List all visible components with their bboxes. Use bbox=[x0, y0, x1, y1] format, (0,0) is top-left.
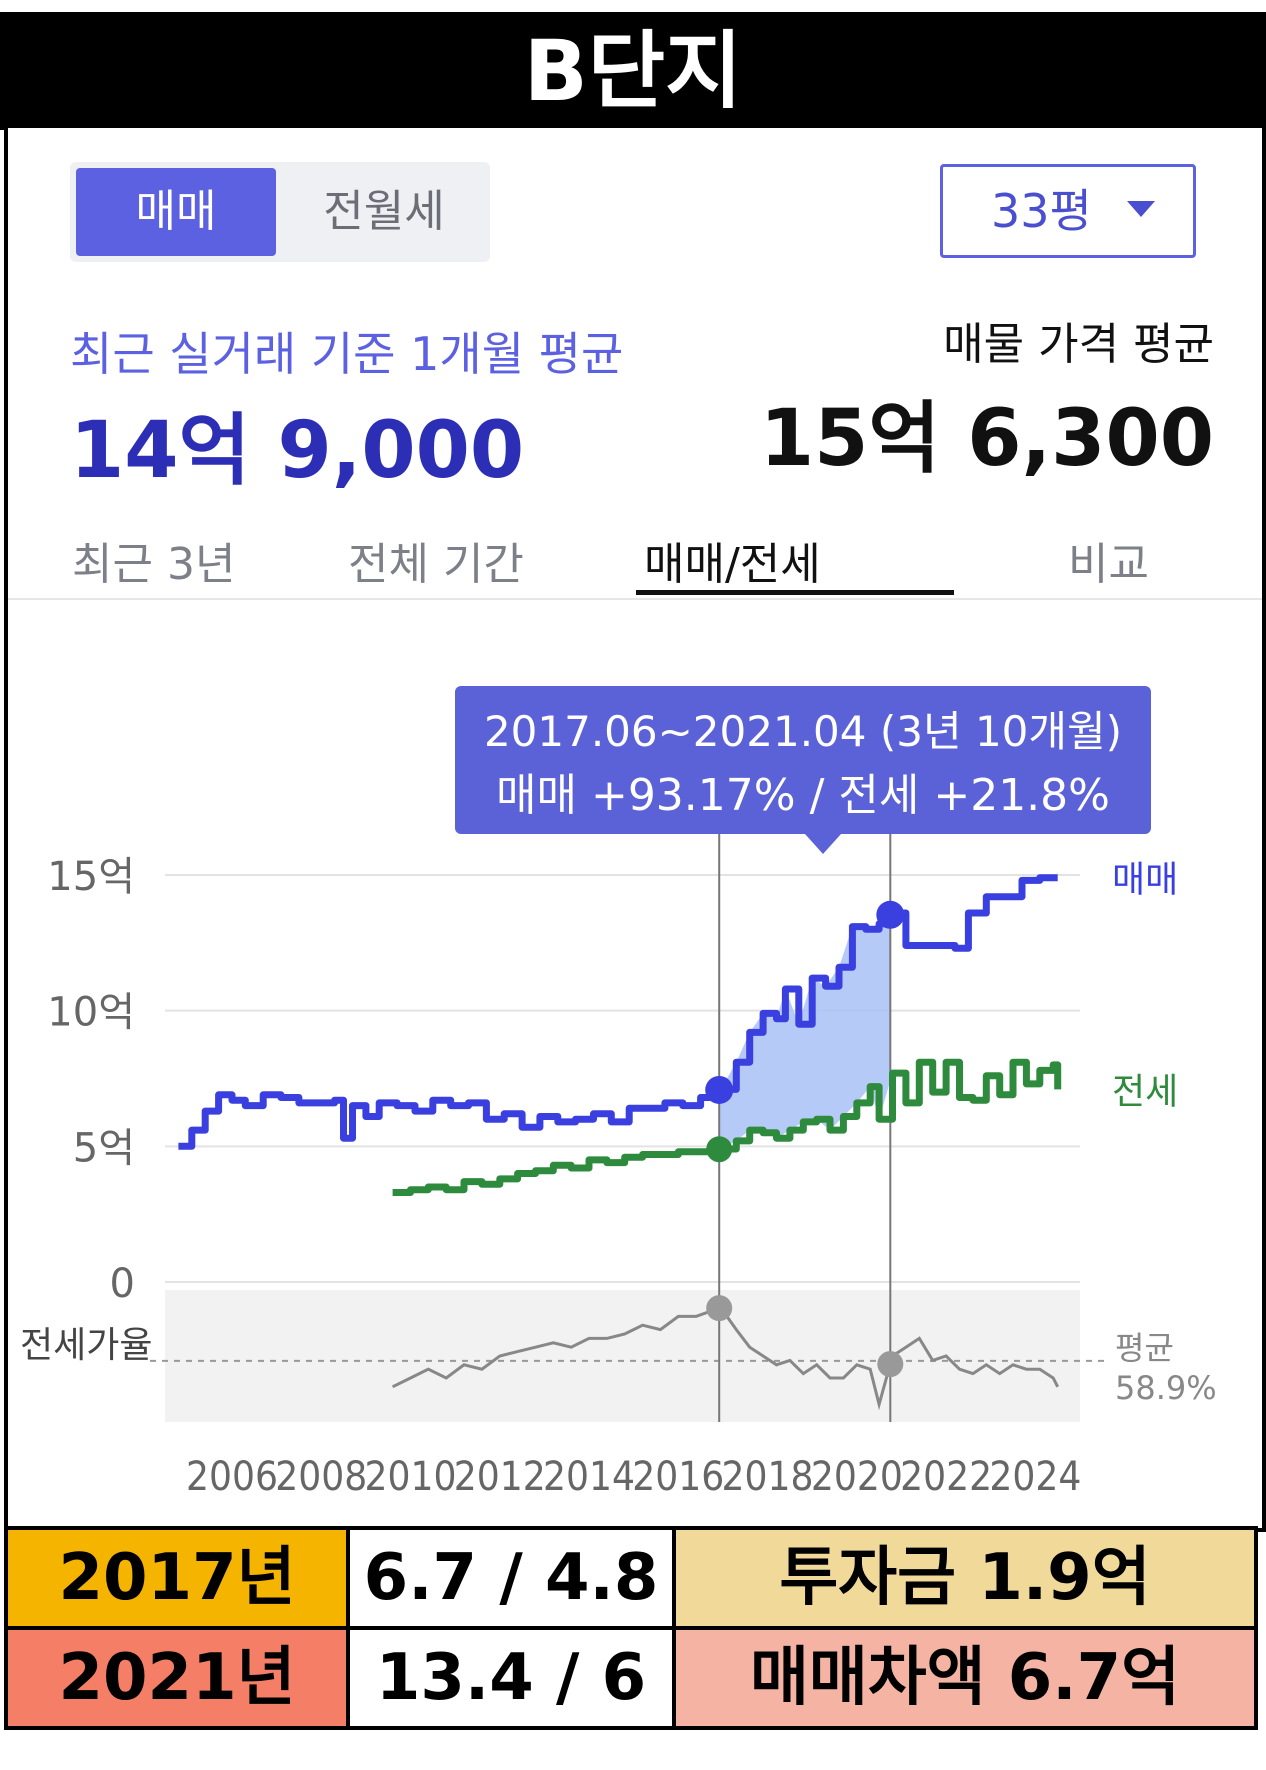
x-tick-label: 2008 bbox=[275, 1454, 367, 1500]
active-tab-indicator bbox=[636, 590, 954, 595]
listing-average-value: 15억 6,300 bbox=[759, 394, 1214, 484]
range-tooltip bbox=[455, 686, 1151, 834]
size-select-value: 33평 bbox=[991, 184, 1092, 238]
row-2021-prices: 13.4 / 6 bbox=[346, 1626, 676, 1730]
complex-title: B단지 bbox=[0, 12, 1266, 130]
y-tick-label: 10억 bbox=[47, 990, 135, 1036]
recent-average-label: 최근 실거래 기준 1개월 평균 bbox=[70, 327, 624, 381]
ratio-start-dot bbox=[706, 1295, 733, 1322]
jeonse-ratio-line bbox=[391, 1305, 1060, 1411]
sale-line bbox=[178, 874, 1058, 1150]
tab-divider bbox=[8, 598, 1262, 600]
x-tick-label: 2024 bbox=[989, 1454, 1081, 1500]
trade-rent-button[interactable]: 전월세 bbox=[323, 186, 445, 237]
x-tick-label: 2006 bbox=[186, 1454, 278, 1500]
row-2017-note: 투자금 1.9억 bbox=[672, 1526, 1258, 1630]
size-select[interactable]: 33평 bbox=[940, 164, 1196, 258]
x-tick-label: 2014 bbox=[543, 1454, 635, 1500]
sale-start-dot bbox=[705, 1075, 734, 1104]
gap-area bbox=[719, 914, 891, 1150]
tab-sale-jeonse[interactable]: 매매/전세 bbox=[644, 539, 821, 590]
tooltip-range-text: 2017.06~2021.04 (3년 10개월) bbox=[484, 707, 1122, 756]
jeonse-line bbox=[392, 1058, 1062, 1196]
chevron-down-icon bbox=[1127, 201, 1155, 217]
tab-recent-3y[interactable]: 최근 3년 bbox=[72, 539, 236, 590]
y-tick-label: 0 bbox=[110, 1261, 135, 1307]
summary-table: 2017년 6.7 / 4.8 투자금 1.9억 2021년 13.4 / 6 … bbox=[4, 1526, 1258, 1756]
jeonse-start-dot bbox=[706, 1136, 733, 1163]
y-tick-label: 15억 bbox=[47, 854, 135, 900]
x-tick-label: 2016 bbox=[632, 1454, 724, 1500]
ratio-average-label: 평균 bbox=[1115, 1329, 1174, 1367]
recent-average-value: 14억 9,000 bbox=[70, 406, 525, 496]
y-tick-label: 5억 bbox=[73, 1125, 135, 1171]
ratio-average-value: 58.9% bbox=[1115, 1369, 1217, 1407]
x-tick-label: 2020 bbox=[811, 1454, 903, 1500]
ratio-panel-label: 전세가율 bbox=[20, 1325, 152, 1366]
sale-end-dot bbox=[876, 900, 905, 929]
tooltip-change-text: 매매 +93.17% / 전세 +21.8% bbox=[496, 770, 1110, 821]
x-tick-label: 2010 bbox=[364, 1454, 456, 1500]
sale-series-label: 매매 bbox=[1112, 860, 1178, 901]
tooltip-pointer bbox=[805, 834, 841, 854]
trade-sale-button[interactable]: 매매 bbox=[76, 168, 276, 256]
ratio-panel-bg bbox=[165, 1290, 1080, 1422]
x-tick-label: 2022 bbox=[900, 1454, 992, 1500]
row-2021-year: 2021년 bbox=[4, 1626, 350, 1730]
row-2021-note: 매매차액 6.7억 bbox=[672, 1626, 1258, 1730]
jeonse-series-label: 전세 bbox=[1112, 1071, 1178, 1112]
tab-all-period[interactable]: 전체 기간 bbox=[348, 539, 524, 590]
x-tick-label: 2018 bbox=[722, 1454, 814, 1500]
listing-average-label: 매물 가격 평균 bbox=[943, 319, 1214, 370]
x-tick-label: 2012 bbox=[454, 1454, 546, 1500]
trade-type-toggle: 매매 전월세 bbox=[70, 162, 490, 262]
row-2017-prices: 6.7 / 4.8 bbox=[346, 1526, 676, 1630]
row-2017-year: 2017년 bbox=[4, 1526, 350, 1630]
ratio-end-dot bbox=[877, 1351, 904, 1378]
tab-compare[interactable]: 비교 bbox=[1068, 539, 1149, 590]
